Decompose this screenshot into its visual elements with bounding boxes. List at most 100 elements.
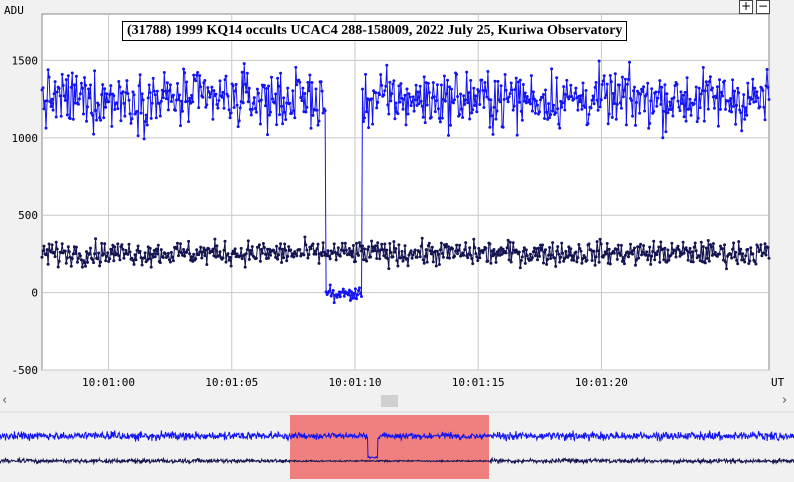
data-point (520, 118, 524, 122)
data-point (117, 80, 121, 83)
data-point (536, 258, 539, 262)
data-point (310, 81, 314, 84)
data-point (166, 251, 170, 255)
data-point (83, 76, 86, 80)
data-point (554, 264, 558, 268)
data-point (152, 89, 156, 93)
data-point (517, 100, 521, 104)
data-point (559, 255, 563, 259)
data-point (647, 126, 651, 130)
data-point (159, 248, 163, 252)
data-point (159, 99, 163, 103)
data-point (677, 248, 681, 252)
data-point (60, 242, 64, 246)
data-point (681, 240, 685, 244)
data-point (445, 242, 448, 246)
data-point (376, 100, 380, 104)
data-point (155, 89, 159, 93)
data-point (442, 74, 446, 78)
data-point (278, 113, 282, 117)
data-point (703, 261, 707, 265)
data-point (740, 129, 744, 133)
data-point (541, 243, 544, 247)
data-point (91, 258, 95, 262)
data-point (146, 96, 150, 100)
data-point (397, 243, 401, 247)
data-point (681, 93, 685, 97)
data-point (721, 94, 724, 98)
data-point (211, 247, 215, 251)
data-point (748, 259, 752, 263)
scroll-left-arrow-icon[interactable]: ‹ (2, 393, 8, 408)
data-point (267, 256, 270, 260)
y-axis-label: ADU (4, 4, 24, 17)
data-point (78, 254, 82, 258)
data-point (662, 258, 666, 262)
data-point (566, 255, 570, 259)
data-point (194, 257, 198, 261)
zoom-in-button[interactable]: + (739, 0, 753, 14)
data-point (329, 249, 333, 253)
data-point (650, 254, 654, 258)
data-point (735, 103, 739, 107)
data-point (273, 101, 277, 105)
data-point (715, 85, 719, 89)
data-point (436, 107, 440, 111)
data-point (73, 252, 77, 255)
data-point (91, 113, 95, 117)
data-point (695, 120, 699, 124)
data-point (405, 257, 409, 261)
scrollbar-thumb[interactable] (381, 395, 398, 407)
data-point (558, 260, 562, 264)
data-point (766, 246, 770, 249)
data-point (155, 252, 159, 256)
data-point (590, 98, 594, 102)
data-point (496, 79, 500, 83)
scroll-right-arrow-icon[interactable]: › (782, 393, 788, 408)
data-point (415, 103, 419, 107)
data-point (533, 111, 537, 115)
data-point (282, 256, 286, 260)
grid-lines (42, 14, 769, 371)
data-point (418, 84, 422, 88)
data-point (672, 96, 676, 100)
zoom-out-button[interactable]: − (756, 0, 770, 14)
data-point (472, 86, 476, 90)
data-point (109, 247, 113, 251)
data-point (332, 301, 336, 305)
data-point (347, 247, 351, 250)
data-point (298, 248, 302, 252)
overview-highlight[interactable] (290, 415, 489, 479)
data-point (548, 246, 552, 249)
data-point (447, 245, 450, 249)
data-point (512, 104, 516, 108)
data-point (486, 259, 490, 263)
data-point (453, 254, 456, 258)
data-point (150, 101, 154, 105)
data-point (322, 250, 326, 254)
data-point (580, 261, 584, 265)
data-point (492, 248, 496, 251)
data-point (458, 243, 462, 247)
data-point (313, 249, 317, 253)
data-point (136, 244, 140, 248)
data-point (408, 95, 412, 99)
data-point (54, 240, 58, 244)
data-point (403, 93, 407, 97)
data-point (199, 85, 203, 89)
data-point (107, 260, 111, 263)
data-point (518, 78, 522, 82)
data-point (185, 250, 189, 254)
data-point (556, 107, 560, 111)
data-point (486, 70, 490, 73)
data-point (213, 237, 217, 241)
data-point (578, 247, 582, 251)
data-point (220, 95, 224, 99)
data-point (742, 93, 746, 97)
data-point (234, 82, 238, 86)
data-point (323, 109, 327, 113)
data-point (255, 87, 259, 91)
overview-strip[interactable] (0, 414, 794, 480)
data-point (42, 244, 46, 248)
data-point (316, 242, 320, 246)
